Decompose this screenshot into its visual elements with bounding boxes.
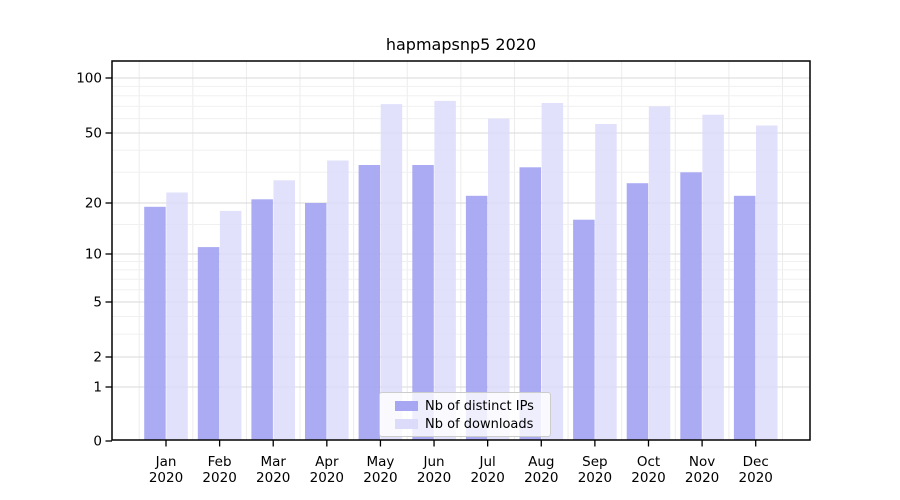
y-tick-label: 100 bbox=[76, 71, 102, 87]
x-tick-label-year: 2020 bbox=[417, 470, 451, 486]
y-tick-label: 50 bbox=[85, 126, 102, 142]
bar-distinct-ips-may bbox=[358, 165, 381, 440]
bar-downloads-oct bbox=[648, 106, 671, 440]
x-tick-label-year: 2020 bbox=[310, 470, 344, 486]
bar-distinct-ips-feb bbox=[197, 247, 220, 440]
bar-downloads-jul bbox=[488, 118, 510, 440]
x-tick-label-month: Aug bbox=[528, 454, 554, 470]
x-tick-label-month: Jul bbox=[479, 454, 496, 470]
legend-label-distinct-ips: Nb of distinct IPs bbox=[425, 398, 534, 414]
x-tick-label-year: 2020 bbox=[524, 470, 558, 486]
x-tick-label-month: Nov bbox=[689, 454, 715, 470]
x-tick-label-year: 2020 bbox=[739, 470, 773, 486]
plot-frame bbox=[111, 60, 811, 441]
bar-distinct-ips-oct bbox=[626, 183, 649, 440]
legend-swatch-distinct-ips bbox=[395, 401, 418, 411]
y-tick-label: 10 bbox=[85, 247, 102, 263]
chart-title: hapmapsnp5 2020 bbox=[385, 35, 537, 54]
bar-downloads-jun bbox=[434, 100, 456, 440]
bar-distinct-ips-apr bbox=[305, 203, 327, 440]
x-tick-label-year: 2020 bbox=[149, 470, 183, 486]
bar-downloads-feb bbox=[219, 210, 242, 440]
x-tick-label-year: 2020 bbox=[256, 470, 290, 486]
bar-downloads-nov bbox=[702, 114, 724, 440]
legend-label-downloads: Nb of downloads bbox=[425, 416, 534, 432]
x-tick-label-month: Jun bbox=[423, 454, 445, 470]
bar-downloads-may bbox=[380, 104, 403, 440]
bar-distinct-ips-jan bbox=[144, 206, 166, 440]
x-tick-label-year: 2020 bbox=[685, 470, 719, 486]
x-tick-label-month: Mar bbox=[260, 454, 286, 470]
bar-distinct-ips-aug bbox=[519, 167, 541, 440]
y-tick-label: 0 bbox=[93, 434, 102, 450]
x-tick-label-month: Sep bbox=[582, 454, 607, 470]
x-tick-label-year: 2020 bbox=[578, 470, 612, 486]
legend-item-distinct-ips: Nb of distinct IPs bbox=[380, 397, 550, 415]
y-tick-label: 1 bbox=[93, 380, 102, 396]
x-tick-label-year: 2020 bbox=[470, 470, 504, 486]
bar-distinct-ips-jun bbox=[412, 165, 434, 440]
x-tick-label-month: May bbox=[366, 454, 394, 470]
bar-downloads-mar bbox=[273, 180, 295, 440]
x-tick-label-month: Dec bbox=[743, 454, 769, 470]
y-tick-label: 20 bbox=[85, 196, 102, 212]
y-tick-label: 2 bbox=[93, 350, 102, 366]
bar-distinct-ips-mar bbox=[251, 199, 273, 440]
legend-item-downloads: Nb of downloads bbox=[380, 415, 550, 433]
x-tick-label-month: Oct bbox=[637, 454, 660, 470]
bar-downloads-sep bbox=[595, 124, 617, 440]
x-tick-label-month: Jan bbox=[155, 454, 177, 470]
x-tick-label-year: 2020 bbox=[363, 470, 397, 486]
bar-distinct-ips-jul bbox=[465, 195, 488, 440]
bar-distinct-ips-nov bbox=[680, 172, 702, 440]
bar-downloads-aug bbox=[541, 103, 564, 440]
x-tick-label-year: 2020 bbox=[631, 470, 665, 486]
bar-distinct-ips-sep bbox=[573, 219, 595, 440]
bar-downloads-dec bbox=[756, 125, 778, 440]
legend-box: Nb of distinct IPs Nb of downloads bbox=[379, 392, 551, 437]
y-tick-label: 5 bbox=[93, 295, 102, 311]
bar-downloads-jan bbox=[166, 192, 188, 440]
bar-distinct-ips-dec bbox=[733, 195, 756, 440]
x-tick-label-month: Apr bbox=[315, 454, 339, 470]
x-tick-label-year: 2020 bbox=[202, 470, 236, 486]
bar-downloads-apr bbox=[327, 160, 349, 440]
legend-swatch-downloads bbox=[395, 419, 418, 429]
x-tick-label-month: Feb bbox=[208, 454, 232, 470]
